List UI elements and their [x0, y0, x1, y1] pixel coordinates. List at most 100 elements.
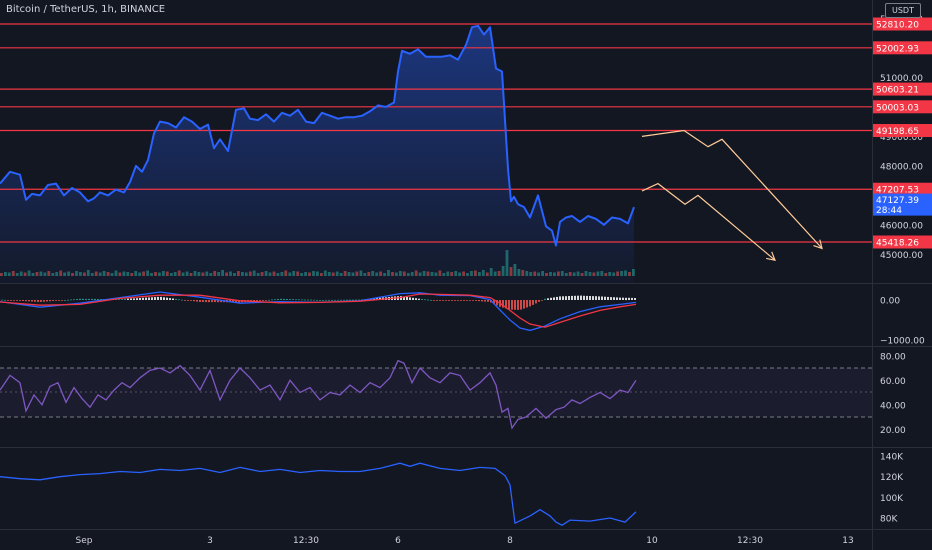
volume-bar — [51, 273, 55, 276]
volume-bar — [316, 271, 319, 276]
macd-histogram-bar — [295, 299, 297, 301]
macd-histogram-bar — [37, 300, 39, 302]
macd-histogram-bar — [619, 297, 621, 300]
macd-histogram-bar — [274, 299, 276, 301]
volume-bar — [4, 272, 7, 276]
macd-histogram-bar — [433, 300, 435, 301]
volume-bar — [331, 272, 335, 276]
macd-histogram-bar — [214, 300, 216, 303]
volume-bar — [450, 272, 454, 276]
volume-bar — [225, 272, 228, 276]
volume-bar — [422, 271, 426, 276]
macd-histogram-bar — [409, 297, 411, 300]
macd-histogram-bar — [220, 300, 222, 303]
level-label-bg — [873, 41, 932, 55]
macd-histogram-bar — [355, 299, 357, 301]
macd-histogram-bar — [61, 300, 63, 301]
volume-bar — [375, 272, 379, 276]
macd-histogram-bar — [535, 300, 537, 304]
time-tick-label: 8 — [507, 536, 513, 546]
macd-histogram-bar — [211, 300, 213, 303]
volume-bar — [146, 270, 149, 276]
currency-badge[interactable]: USDT — [885, 3, 921, 18]
level-label: 50603.21 — [876, 86, 919, 96]
macd-histogram-bar — [268, 299, 270, 301]
volume-bar — [276, 273, 280, 276]
macd-histogram-bar — [487, 300, 489, 302]
macd-histogram-bar — [562, 296, 564, 300]
macd-histogram-bar — [280, 298, 282, 300]
projection-arrowhead — [766, 251, 776, 262]
macd-histogram-bar — [313, 299, 315, 301]
macd-histogram-bar — [454, 300, 456, 301]
macd-histogram-bar — [175, 298, 177, 300]
volume-bar — [533, 271, 537, 276]
time-tick-label: 3 — [207, 536, 213, 546]
macd-histogram-bar — [622, 297, 624, 300]
volume-bar — [19, 271, 23, 276]
volume-bar — [11, 271, 15, 276]
price-tick-label: 48000.00 — [880, 162, 923, 172]
volume-bar — [7, 272, 11, 276]
rsi-line — [0, 359, 637, 430]
level-label: 50003.03 — [876, 103, 919, 113]
projection-path — [641, 182, 776, 261]
volume-bar — [31, 273, 35, 276]
volume-bar — [379, 271, 382, 276]
level-label: 52810.20 — [876, 21, 919, 31]
macd-histogram-bar — [565, 296, 567, 300]
macd-histogram-bar — [571, 295, 573, 300]
macd-histogram-bar — [424, 299, 426, 301]
macd-histogram-bar — [472, 300, 474, 301]
volume-bar — [27, 270, 31, 276]
macd-histogram-bar — [337, 299, 339, 301]
macd-histogram-bar — [541, 300, 543, 301]
volume-bar — [355, 271, 359, 276]
macd-histogram-bar — [118, 299, 120, 300]
volume-bar — [367, 272, 371, 276]
macd-histogram-bar — [532, 300, 534, 305]
volume-bar — [442, 273, 446, 276]
volume-ma-tick-label: 140K — [880, 453, 904, 463]
macd-histogram-bar — [64, 300, 66, 301]
macd-histogram-bar — [373, 298, 375, 300]
volume-bar — [410, 272, 414, 276]
macd-histogram-bar — [301, 299, 303, 301]
macd-histogram-bar — [40, 300, 42, 302]
level-label-bg — [873, 235, 932, 249]
macd-histogram-bar — [442, 300, 444, 301]
rsi-tick-label: 80.00 — [880, 352, 906, 362]
macd-histogram-bar — [568, 296, 570, 300]
volume-bar — [217, 272, 221, 276]
macd-histogram-bar — [451, 300, 453, 301]
macd-histogram-bar — [505, 300, 507, 309]
macd-histogram-bar — [283, 298, 285, 300]
volume-bar — [363, 273, 367, 276]
volume-bar — [632, 269, 635, 276]
volume-bar — [59, 270, 63, 276]
volume-bar — [549, 272, 552, 276]
macd-histogram-bar — [19, 300, 21, 301]
volume-bar — [268, 272, 272, 276]
macd-histogram-bar — [448, 300, 450, 301]
macd-histogram-bar — [262, 300, 264, 301]
macd-histogram-bar — [538, 300, 540, 302]
volume-bar — [489, 268, 493, 276]
volume-bar — [292, 271, 296, 276]
macd-macd-line — [0, 291, 637, 332]
volume-bar — [193, 271, 197, 276]
macd-histogram-bar — [403, 296, 405, 300]
volume-bar — [233, 273, 236, 276]
volume-bar — [264, 271, 268, 276]
volume-bar — [521, 270, 525, 276]
symbol-title: Bitcoin / TetherUS, 1h, BINANCE — [6, 4, 166, 15]
macd-histogram-bar — [181, 299, 183, 301]
level-label: 49198.65 — [876, 127, 919, 137]
volume-bar — [557, 271, 560, 276]
macd-histogram-bar — [31, 300, 33, 302]
macd-histogram-bar — [148, 297, 150, 300]
macd-histogram-bar — [502, 300, 504, 308]
volume-bar — [229, 271, 232, 276]
volume-bar — [359, 270, 363, 276]
